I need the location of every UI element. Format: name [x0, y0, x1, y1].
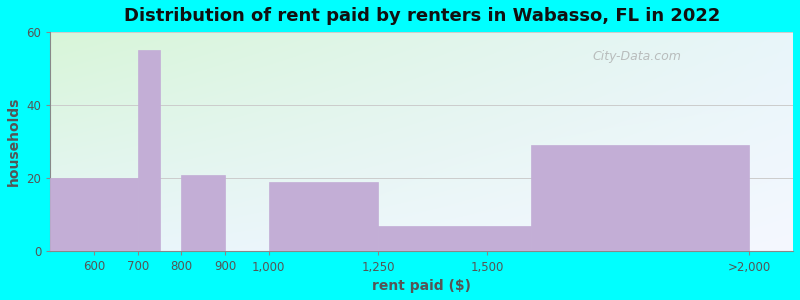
Bar	[182, 175, 225, 251]
Bar	[378, 226, 531, 251]
X-axis label: rent paid ($): rent paid ($)	[372, 279, 471, 293]
Text: City-Data.com: City-Data.com	[593, 50, 682, 63]
Title: Distribution of rent paid by renters in Wabasso, FL in 2022: Distribution of rent paid by renters in …	[123, 7, 720, 25]
Y-axis label: households: households	[7, 97, 21, 187]
Bar	[269, 182, 378, 251]
Bar	[138, 50, 160, 251]
Bar	[50, 178, 138, 251]
Bar	[531, 146, 750, 251]
